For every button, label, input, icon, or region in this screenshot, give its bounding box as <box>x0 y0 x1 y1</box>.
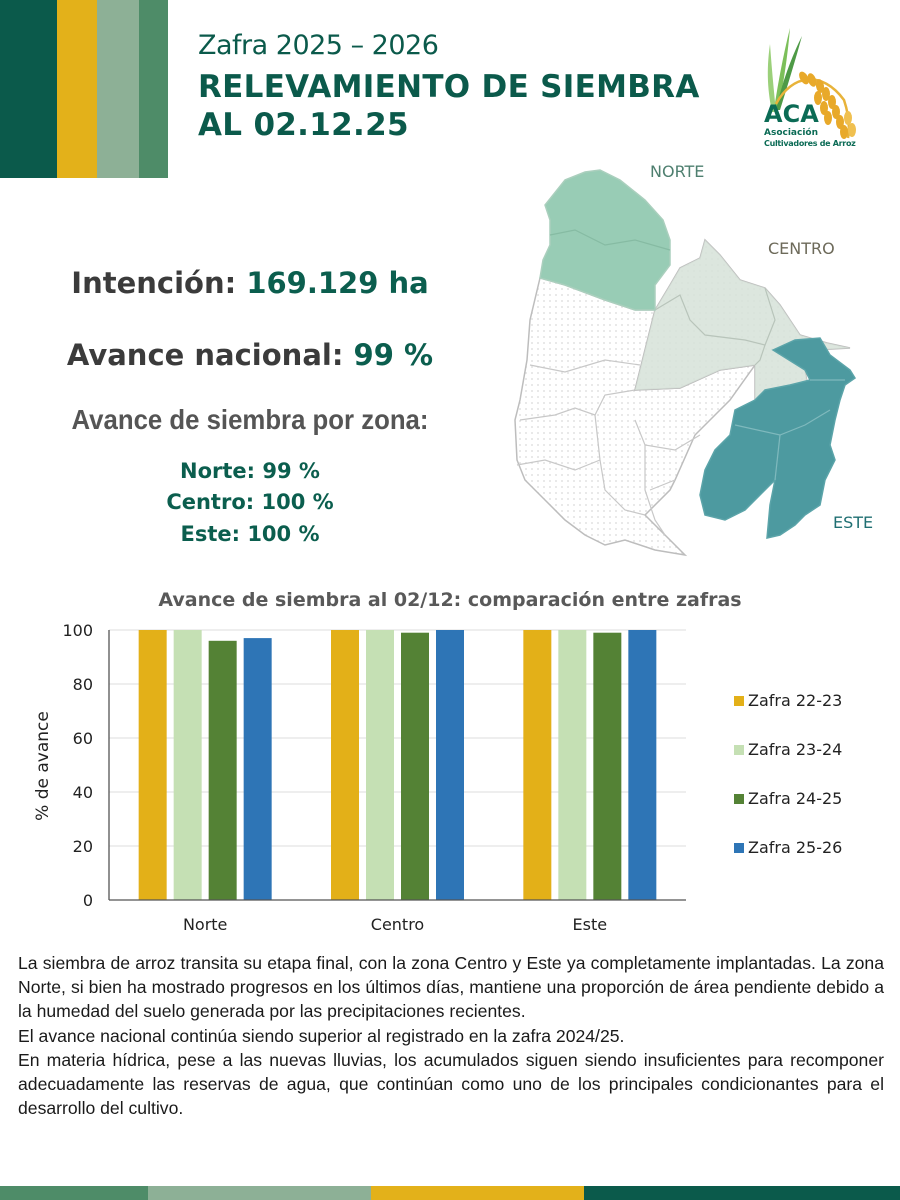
legend-item: Zafra 24-25 <box>734 789 842 808</box>
y-tick-label: 60 <box>73 729 93 748</box>
header-stripe-dark <box>0 0 57 178</box>
legend-item: Zafra 22-23 <box>734 691 842 710</box>
bar-este-zafra-24-25 <box>593 632 622 900</box>
body-paragraph: En materia hídrica, pese a las nuevas ll… <box>18 1049 884 1119</box>
y-tick-label: 20 <box>73 837 93 856</box>
header-subtitle: Zafra 2025 – 2026 <box>198 30 439 61</box>
bar-centro-zafra-23-24 <box>366 630 394 900</box>
legend-label: Zafra 25-26 <box>748 838 843 857</box>
page-title-line1: RELEVAMIENTO DE SIEMBRA <box>198 69 700 105</box>
bar-centro-zafra-25-26 <box>436 630 464 900</box>
y-tick-label: 100 <box>62 621 93 640</box>
page-title-line2: AL 02.12.25 <box>198 107 409 143</box>
legend-swatch <box>734 745 744 755</box>
logo-line1: Asociación <box>764 128 819 138</box>
legend-swatch <box>734 696 744 706</box>
zona-heading: Avance de siembra por zona: <box>71 404 429 435</box>
header-stripe-yellow <box>57 0 97 178</box>
bar-este-zafra-23-24 <box>558 630 587 900</box>
body-text: La siembra de arroz transita su etapa fi… <box>18 951 884 1120</box>
legend-label: Zafra 22-23 <box>748 691 843 710</box>
footer-stripe-sage <box>148 1186 371 1200</box>
footer-stripe-green <box>0 1186 148 1200</box>
map-region-este <box>699 337 857 539</box>
bar-norte-zafra-23-24 <box>173 630 202 900</box>
aca-logo: ACA Asociación Cultivadores de Arroz <box>752 22 862 154</box>
avance-nacional-label: Avance nacional: <box>66 338 344 372</box>
legend-label: Zafra 23-24 <box>748 740 843 759</box>
y-axis-label: % de avance <box>33 711 53 821</box>
bar-chart: % de avance 0 20 40 60 80 100 Norte Centro Este <box>33 621 686 934</box>
zona-norte: Norte: 99 % <box>180 459 320 483</box>
body-paragraph: La siembra de arroz transita su etapa fi… <box>18 953 884 1022</box>
uruguay-map: NORTE CENTRO ESTE <box>505 160 900 560</box>
intencion-label: Intención: <box>71 266 237 300</box>
bar-este-zafra-25-26 <box>628 630 657 900</box>
intencion-stat: Intención: 169.129 ha <box>0 266 500 300</box>
rice-plant-icon <box>767 28 856 139</box>
avance-nacional-value: 99 % <box>353 338 434 372</box>
map-region-norte <box>539 169 671 311</box>
avance-nacional-stat: Avance nacional: 99 % <box>0 338 500 372</box>
page-title: RELEVAMIENTO DE SIEMBRA AL 02.12.25 <box>198 68 700 144</box>
bar-norte-zafra-22-23 <box>138 630 167 900</box>
legend-item: Zafra 23-24 <box>734 740 842 759</box>
legend-item: Zafra 25-26 <box>734 838 842 857</box>
header-stripe-green <box>139 0 168 178</box>
bar-centro-zafra-22-23 <box>331 630 359 900</box>
legend-swatch <box>734 794 744 804</box>
bar-norte-zafra-25-26 <box>243 638 272 900</box>
footer-stripe-yellow <box>371 1186 584 1200</box>
x-tick-label: Norte <box>183 915 227 934</box>
map-label-norte: NORTE <box>650 162 704 181</box>
map-label-este: ESTE <box>833 513 873 532</box>
x-tick-label: Centro <box>371 915 424 934</box>
x-tick-label: Este <box>573 915 608 934</box>
bar-centro-zafra-24-25 <box>401 632 429 900</box>
zona-este: Este: 100 % <box>180 522 320 546</box>
y-tick-label: 80 <box>73 675 93 694</box>
footer-stripe-dark <box>584 1186 900 1200</box>
logo-acronym: ACA <box>764 100 819 128</box>
logo-line2: Cultivadores de Arroz <box>764 139 856 148</box>
bar-norte-zafra-24-25 <box>208 640 237 900</box>
legend-swatch <box>734 843 744 853</box>
body-paragraph: El avance nacional continúa siendo super… <box>18 1025 625 1046</box>
header-stripe-sage <box>97 0 139 178</box>
chart-title: Avance de siembra al 02/12: comparación … <box>158 589 742 611</box>
intencion-value: 169.129 ha <box>246 266 429 300</box>
legend-label: Zafra 24-25 <box>748 789 843 808</box>
zona-centro: Centro: 100 % <box>166 490 334 514</box>
y-tick-label: 0 <box>83 891 93 910</box>
bar-este-zafra-22-23 <box>523 630 552 900</box>
y-tick-label: 40 <box>73 783 93 802</box>
map-label-centro: CENTRO <box>768 239 835 258</box>
